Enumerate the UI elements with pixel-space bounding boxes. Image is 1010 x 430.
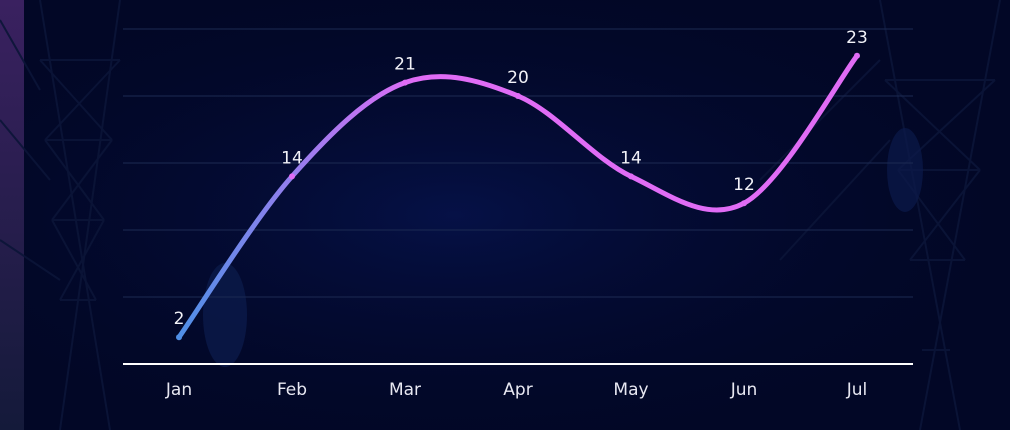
x-tick-jul: Jul — [846, 380, 868, 400]
x-tick-feb: Feb — [277, 380, 307, 400]
x-tick-mar: Mar — [389, 380, 421, 400]
x-tick-jun: Jun — [730, 380, 758, 400]
tower-silhouette-right — [759, 0, 1001, 430]
data-label-jul: 23 — [846, 28, 868, 48]
drop-lines — [178, 55, 858, 364]
data-point-may — [628, 173, 634, 180]
x-tick-labels: Jan Feb Mar Apr May Jun Jul — [165, 380, 867, 400]
data-label-may: 14 — [620, 148, 642, 168]
data-points — [176, 52, 860, 341]
data-point-apr — [515, 93, 521, 99]
left-accent-strip — [0, 0, 24, 430]
data-label-apr: 20 — [507, 68, 529, 88]
dish-silhouette-right — [887, 128, 923, 212]
data-label-feb: 14 — [281, 148, 303, 168]
x-tick-may: May — [613, 380, 648, 400]
data-label-jan: 2 — [174, 309, 185, 329]
data-point-feb — [289, 173, 295, 180]
data-point-mar — [402, 79, 408, 86]
data-point-jun — [741, 200, 747, 207]
data-label-jun: 12 — [733, 175, 755, 195]
data-point-jan — [176, 334, 182, 341]
data-label-mar: 21 — [394, 55, 416, 75]
data-labels: 2 14 21 20 14 12 23 — [174, 28, 868, 329]
tower-silhouette-left — [0, 0, 121, 430]
dish-silhouette — [203, 263, 247, 367]
x-tick-apr: Apr — [503, 380, 532, 400]
data-point-jul — [854, 52, 860, 59]
x-tick-jan: Jan — [165, 380, 192, 400]
